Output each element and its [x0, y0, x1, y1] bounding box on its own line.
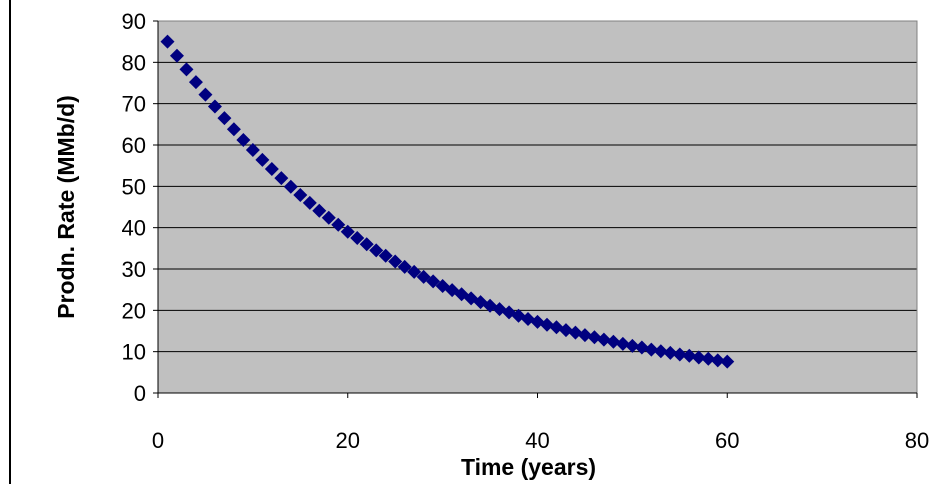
data-point-0-17	[321, 210, 336, 225]
data-point-0-7	[226, 122, 241, 137]
data-point-0-44	[577, 328, 592, 343]
y-tick-label-30: 30	[122, 257, 146, 282]
data-point-0-8	[236, 133, 251, 148]
data-point-0-28	[426, 274, 441, 289]
data-point-0-0	[160, 34, 175, 49]
data-point-0-10	[255, 152, 270, 167]
y-tick-label-50: 50	[122, 174, 146, 199]
x-tick-label-40: 40	[525, 428, 549, 453]
data-point-0-55	[682, 348, 697, 363]
y-tick-label-70: 70	[122, 92, 146, 117]
data-point-0-21	[359, 237, 374, 252]
x-axis-title: Time (years)	[461, 454, 596, 480]
x-tick-label-20: 20	[336, 428, 360, 453]
data-point-0-24	[388, 254, 403, 269]
data-point-0-49	[625, 338, 640, 353]
data-point-0-58	[710, 353, 725, 368]
data-point-0-23	[378, 248, 393, 263]
data-point-0-15	[302, 195, 317, 210]
y-tick-label-90: 90	[122, 9, 146, 34]
data-point-0-56	[691, 350, 706, 365]
data-point-0-18	[331, 217, 346, 232]
data-point-0-20	[350, 231, 365, 245]
data-point-0-51	[644, 342, 659, 357]
x-tick-label-0: 0	[152, 428, 164, 453]
data-point-0-47	[606, 334, 621, 349]
data-point-0-46	[596, 332, 611, 347]
data-point-0-43	[568, 325, 583, 340]
data-point-0-45	[587, 330, 602, 345]
y-tick-label-60: 60	[122, 133, 146, 158]
y-tick-label-40: 40	[122, 216, 146, 241]
data-point-0-16	[312, 203, 327, 218]
data-point-0-6	[217, 111, 232, 126]
data-point-0-12	[274, 171, 289, 186]
data-point-0-40	[539, 317, 554, 332]
data-point-0-5	[207, 99, 222, 114]
data-point-0-13	[283, 179, 298, 194]
data-point-0-11	[264, 161, 279, 176]
data-point-0-25	[397, 259, 412, 274]
data-point-0-42	[558, 323, 573, 338]
data-point-0-22	[369, 243, 384, 258]
plot-area	[158, 21, 917, 393]
x-tick-label-80: 80	[905, 428, 929, 453]
x-tick-label-60: 60	[715, 428, 739, 453]
data-point-0-59	[720, 354, 735, 369]
y-axis-title: Prodn. Rate (MMb/d)	[53, 95, 79, 319]
data-point-0-52	[653, 344, 668, 359]
data-point-0-19	[340, 224, 355, 239]
data-point-0-53	[663, 345, 678, 360]
data-point-0-9	[245, 142, 260, 157]
data-point-0-54	[672, 347, 687, 362]
y-tick-label-80: 80	[122, 50, 146, 75]
data-point-0-14	[293, 188, 308, 203]
chart-frame-left-border	[9, 0, 11, 484]
data-point-0-4	[198, 87, 213, 102]
data-point-0-57	[701, 351, 716, 366]
data-point-0-26	[407, 264, 422, 279]
data-point-0-3	[188, 75, 203, 90]
data-point-0-2	[179, 62, 194, 77]
data-point-0-50	[634, 340, 649, 355]
y-tick-label-10: 10	[122, 340, 146, 365]
y-tick-label-20: 20	[122, 298, 146, 323]
data-point-0-48	[615, 336, 630, 351]
data-point-0-27	[416, 269, 431, 284]
data-point-0-1	[169, 48, 184, 63]
y-tick-label-0: 0	[134, 381, 146, 406]
